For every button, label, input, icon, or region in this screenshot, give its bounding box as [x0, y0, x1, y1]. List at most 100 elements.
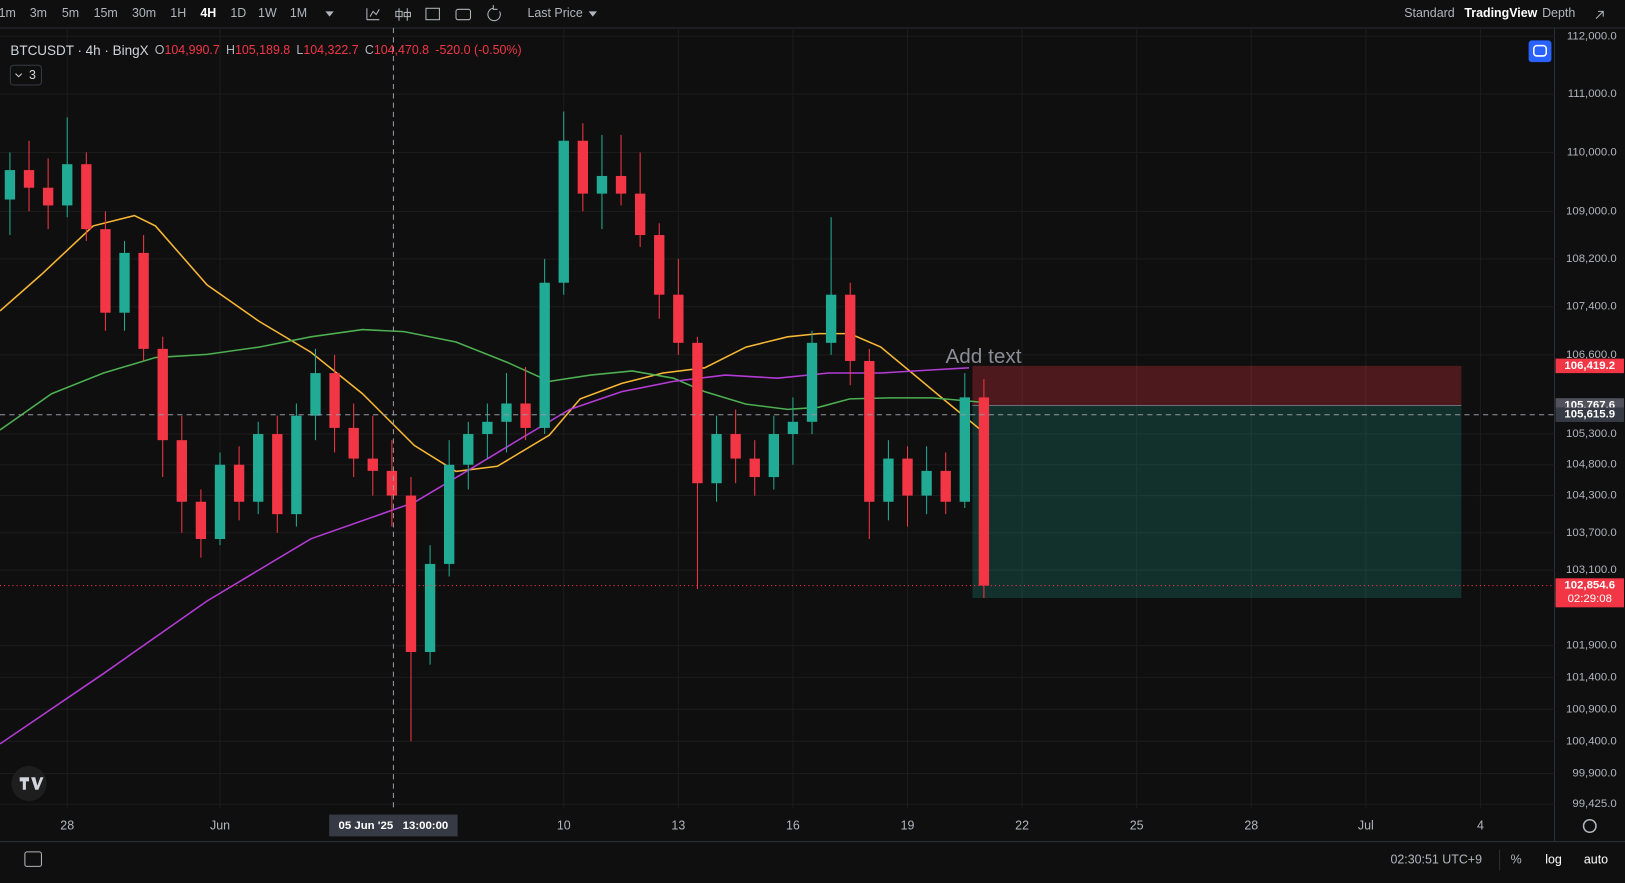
x-tick-label: Jun: [210, 818, 230, 832]
chart-style-icon[interactable]: [366, 8, 380, 21]
interval-button[interactable]: 30m: [132, 6, 156, 20]
price-source[interactable]: Last Price: [528, 6, 583, 20]
candle-body: [386, 470, 398, 496]
clock: 02:30:51 UTC+9: [1390, 852, 1482, 866]
settings-button[interactable]: [1582, 819, 1597, 833]
candle-body: [577, 140, 589, 194]
annotation[interactable]: Add text: [945, 345, 1021, 368]
candle-body: [214, 464, 226, 539]
indicator-count[interactable]: 3: [29, 68, 36, 82]
interval-button[interactable]: 1m: [0, 6, 16, 20]
y-tick-label: 109,000.0: [1566, 205, 1617, 217]
candle-body: [233, 464, 245, 502]
ohlc-value: 104,990.7: [164, 43, 219, 57]
crosshair-time: 05 Jun '25 13:00:00: [339, 820, 449, 832]
y-tick-label: 101,900.0: [1566, 640, 1617, 652]
x-tick-label: 28: [60, 818, 74, 832]
x-tick-label: 4: [1477, 818, 1484, 832]
y-tick-label: 108,200.0: [1566, 253, 1617, 265]
logo[interactable]: [11, 765, 47, 802]
x-tick-label: 25: [1130, 818, 1144, 832]
x-tick-label: 16: [786, 818, 800, 832]
ohlc-key: C: [365, 43, 374, 57]
interval-button[interactable]: 1M: [290, 6, 307, 20]
candle-body: [348, 427, 359, 459]
indicators-icon[interactable]: [395, 8, 411, 21]
interval-button[interactable]: 1D: [230, 6, 246, 20]
candle-body: [119, 252, 130, 313]
indicator-toggle[interactable]: [9, 64, 42, 86]
x-tick-label: 22: [1015, 818, 1029, 832]
y-tick-label: 103,700.0: [1566, 527, 1617, 539]
view-button[interactable]: Standard: [1404, 6, 1455, 20]
candle-body: [42, 187, 54, 206]
interval-button[interactable]: 4H: [200, 6, 216, 20]
object-tree-button[interactable]: [1528, 40, 1552, 63]
date-range-button[interactable]: [24, 851, 42, 867]
view-button[interactable]: Depth: [1542, 6, 1575, 20]
candle-body: [634, 193, 646, 236]
candle-body: [443, 464, 455, 564]
candle-body: [978, 397, 990, 586]
scale-button[interactable]: auto: [1584, 852, 1608, 866]
y-tick-label: 101,400.0: [1566, 671, 1617, 683]
candle-body: [100, 229, 111, 313]
x-tick-label: 13: [671, 818, 685, 832]
fullscreen-icon[interactable]: [1595, 10, 1604, 20]
reset-icon[interactable]: [487, 5, 501, 22]
x-tick-label: 28: [1244, 818, 1258, 832]
view-button[interactable]: TradingView: [1464, 6, 1537, 20]
y-tick-label: 104,300.0: [1566, 490, 1617, 502]
interval-button[interactable]: 3m: [30, 6, 47, 20]
interval-button[interactable]: 1H: [170, 6, 186, 20]
scale-button[interactable]: %: [1511, 852, 1522, 866]
y-tick-label: 110,000.0: [1567, 146, 1617, 158]
candle-body: [195, 501, 207, 539]
y-tick-label: 106,600.0: [1566, 349, 1617, 361]
template-icon[interactable]: [425, 7, 440, 21]
candle-body: [902, 458, 913, 496]
y-tick-label: 105,300.0: [1566, 428, 1617, 440]
candle-body: [864, 360, 875, 502]
interval-button[interactable]: 5m: [62, 6, 79, 20]
price-tag-label: 102,854.6: [1564, 580, 1615, 592]
stop-zone[interactable]: [972, 365, 1462, 406]
candle-body: [787, 421, 799, 435]
candle-body: [845, 294, 856, 361]
legend: BTCUSDT · 4h · BingX O104,990.7 H105,189.8…: [10, 42, 521, 57]
candle-body: [921, 470, 932, 496]
candle-body: [615, 175, 627, 194]
x-tick-label: 19: [901, 818, 915, 832]
candle-body: [711, 434, 722, 484]
candle-body: [940, 470, 951, 502]
candle-body: [157, 348, 168, 441]
target-zone[interactable]: [972, 405, 1462, 599]
moving-average: [0, 367, 970, 745]
object-tree-icon: [1533, 44, 1548, 57]
candle-body: [730, 434, 741, 459]
price-tag-label: 105,615.9: [1564, 409, 1615, 421]
candle-body: [539, 282, 550, 428]
candle-body: [23, 170, 35, 188]
symbol: BTCUSDT · 4h · BingX: [10, 42, 148, 57]
candle-body: [520, 403, 531, 428]
candle-body: [310, 373, 321, 416]
interval-button[interactable]: 1W: [258, 6, 277, 20]
candle-body: [367, 458, 378, 471]
candle-body: [768, 434, 780, 478]
interval-button[interactable]: 15m: [94, 6, 118, 20]
candle-body: [596, 175, 608, 194]
price-tag: [1555, 358, 1624, 374]
ohlc-value: 104,470.8: [374, 43, 429, 57]
price-tag-label: 106,419.2: [1564, 360, 1615, 372]
scale-button[interactable]: log: [1545, 852, 1562, 866]
y-tick-label: 112,000.0: [1567, 30, 1617, 42]
price-source-caret[interactable]: [588, 11, 597, 17]
snapshot-icon[interactable]: [455, 8, 472, 21]
candle-body: [463, 434, 474, 465]
candle-body: [81, 164, 92, 230]
interval-caret[interactable]: [325, 11, 334, 17]
y-tick-label: 103,100.0: [1566, 564, 1617, 576]
